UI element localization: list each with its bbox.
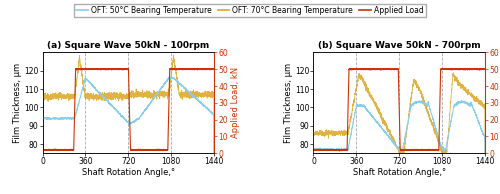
Y-axis label: Film Thickness, μm: Film Thickness, μm bbox=[14, 63, 22, 143]
X-axis label: Shaft Rotation Angle,°: Shaft Rotation Angle,° bbox=[82, 168, 175, 177]
Title: (a) Square Wave 50kN - 100rpm: (a) Square Wave 50kN - 100rpm bbox=[47, 41, 209, 50]
Y-axis label: Film Thickness, μm: Film Thickness, μm bbox=[284, 63, 294, 143]
Title: (b) Square Wave 50kN - 700rpm: (b) Square Wave 50kN - 700rpm bbox=[318, 41, 480, 50]
Legend: OFT: 50°C Bearing Temperature, OFT: 70°C Bearing Temperature, Applied Load: OFT: 50°C Bearing Temperature, OFT: 70°C… bbox=[74, 4, 426, 17]
Y-axis label: Applied Load, kN: Applied Load, kN bbox=[230, 67, 239, 138]
X-axis label: Shaft Rotation Angle,°: Shaft Rotation Angle,° bbox=[352, 168, 446, 177]
